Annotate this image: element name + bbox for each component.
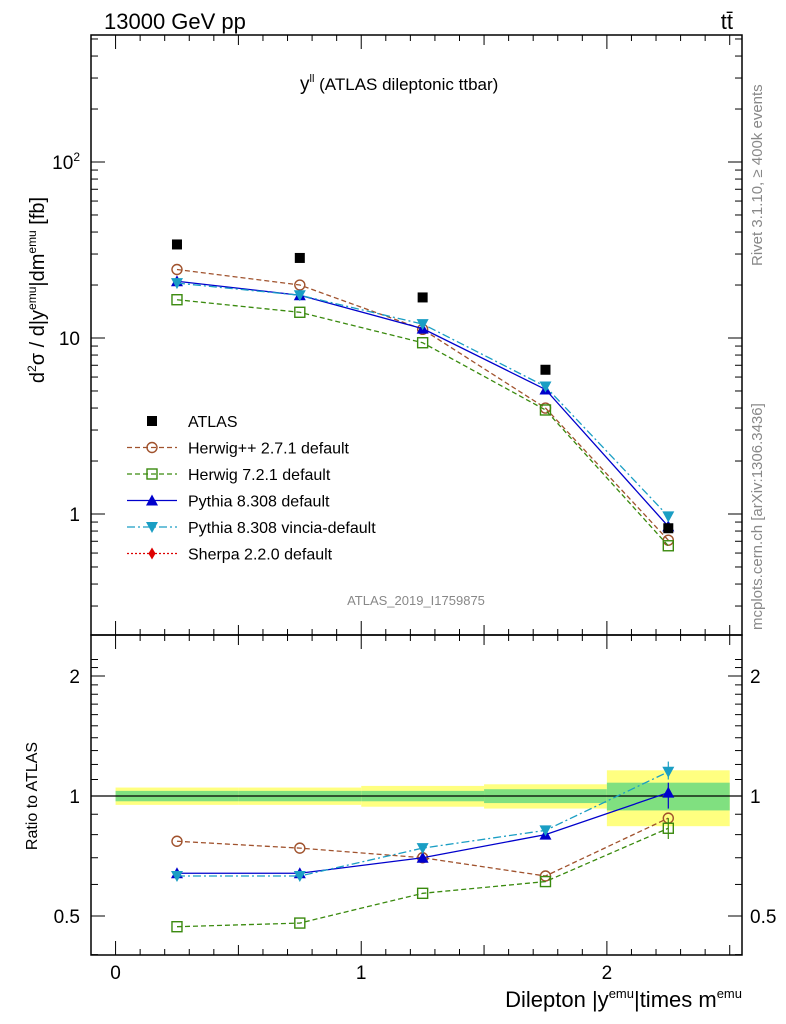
ratio-panel-frame xyxy=(90,634,743,956)
series-line xyxy=(176,268,669,541)
x-tick-label: 1 xyxy=(356,963,367,984)
series-herwig-7-2-1-default xyxy=(171,294,675,933)
marker xyxy=(293,290,306,302)
y-axis-label: d2σ / d|yemu|dmemu [fb] xyxy=(25,197,49,383)
marker xyxy=(417,292,428,303)
legend-entry: Pythia 8.308 vincia-default xyxy=(127,520,376,537)
plot-title: yll (ATLAS dileptonic ttbar) xyxy=(300,73,498,95)
marker xyxy=(540,364,551,375)
marker xyxy=(146,441,158,454)
ratio-y-tick-label: 2 xyxy=(69,667,80,688)
marker xyxy=(170,870,183,882)
marker xyxy=(294,252,305,263)
header-left: 13000 GeV pp xyxy=(104,9,246,34)
axis-ticks: 0 1 2 1 10 102 0.5 0.5 1 1 2 2 xyxy=(52,35,776,984)
legend-label: Pythia 8.308 default xyxy=(188,494,330,511)
marker xyxy=(662,540,675,552)
marker xyxy=(416,851,429,863)
marker xyxy=(171,294,183,306)
legend-label: Pythia 8.308 vincia-default xyxy=(188,520,376,537)
series-line xyxy=(176,280,669,527)
marker xyxy=(539,825,552,837)
x-tick-label: 2 xyxy=(602,963,613,984)
x-tick-label: 0 xyxy=(110,963,121,984)
y-tick-label: 10 xyxy=(59,329,80,350)
marker xyxy=(416,337,429,349)
series-layer xyxy=(170,263,675,933)
marker xyxy=(663,523,674,534)
ratio-y-tick-label-right: 1 xyxy=(750,787,761,808)
marker xyxy=(171,239,182,250)
y-tick-label: 1 xyxy=(69,505,80,526)
analysis-watermark: ATLAS_2019_I1759875 xyxy=(347,593,485,608)
legend: ATLAS Herwig++ 2.7.1 default Herwig 7.2.1 … xyxy=(127,414,376,564)
legend-entry: Pythia 8.308 default xyxy=(127,494,330,511)
legend-entry: Herwig++ 2.7.1 default xyxy=(127,441,350,458)
marker xyxy=(539,875,552,888)
marker xyxy=(146,494,158,506)
marker xyxy=(171,921,183,933)
marker xyxy=(294,306,306,318)
ratio-y-tick-label: 1 xyxy=(69,787,80,808)
legend-label: Herwig 7.2.1 default xyxy=(188,467,331,484)
legend-label: Sherpa 2.2.0 default xyxy=(188,547,333,564)
ratio-y-tick-label-right: 2 xyxy=(750,667,761,688)
rivet-label: Rivet 3.1.10, ≥ 400k events xyxy=(749,84,766,266)
series-ratio-line xyxy=(176,817,669,877)
legend-label: ATLAS xyxy=(188,414,238,431)
series-ratio-line xyxy=(176,771,669,877)
ratio-y-tick-label: 0.5 xyxy=(54,907,80,928)
marker xyxy=(171,263,183,276)
mcplots-label: mcplots.cern.ch [arXiv:1306.3436] xyxy=(749,403,766,630)
marker xyxy=(416,887,429,900)
legend-entry: Herwig 7.2.1 default xyxy=(127,467,331,484)
marker xyxy=(148,547,156,560)
main-panel-frame xyxy=(90,34,743,636)
ratio-y-tick-label-right: 0.5 xyxy=(750,907,776,928)
series-ratio-line xyxy=(176,827,669,928)
marker xyxy=(146,468,158,480)
marker xyxy=(293,870,306,882)
marker xyxy=(170,278,183,290)
series-line xyxy=(176,299,669,547)
marker xyxy=(171,835,183,847)
legend-entry: ATLAS xyxy=(147,414,238,431)
marker xyxy=(294,917,306,929)
y-tick-label: 102 xyxy=(52,150,80,174)
marker xyxy=(539,404,552,416)
ratio-y-axis-label: Ratio to ATLAS xyxy=(24,742,41,850)
marker xyxy=(147,416,157,426)
series-line xyxy=(176,282,669,517)
legend-entry: Sherpa 2.2.0 default xyxy=(127,547,333,564)
data-points xyxy=(171,239,674,534)
marker xyxy=(539,381,552,393)
marker xyxy=(294,842,306,854)
ratio-uncertainty-band xyxy=(91,770,742,827)
marker xyxy=(146,522,158,533)
marker xyxy=(416,843,429,855)
x-axis-label: Dilepton |yemu|times memu xyxy=(505,986,742,1012)
header-right: tt̄ xyxy=(721,9,733,34)
marker xyxy=(662,511,675,523)
marker xyxy=(416,319,429,331)
legend-label: Herwig++ 2.7.1 default xyxy=(188,441,350,458)
